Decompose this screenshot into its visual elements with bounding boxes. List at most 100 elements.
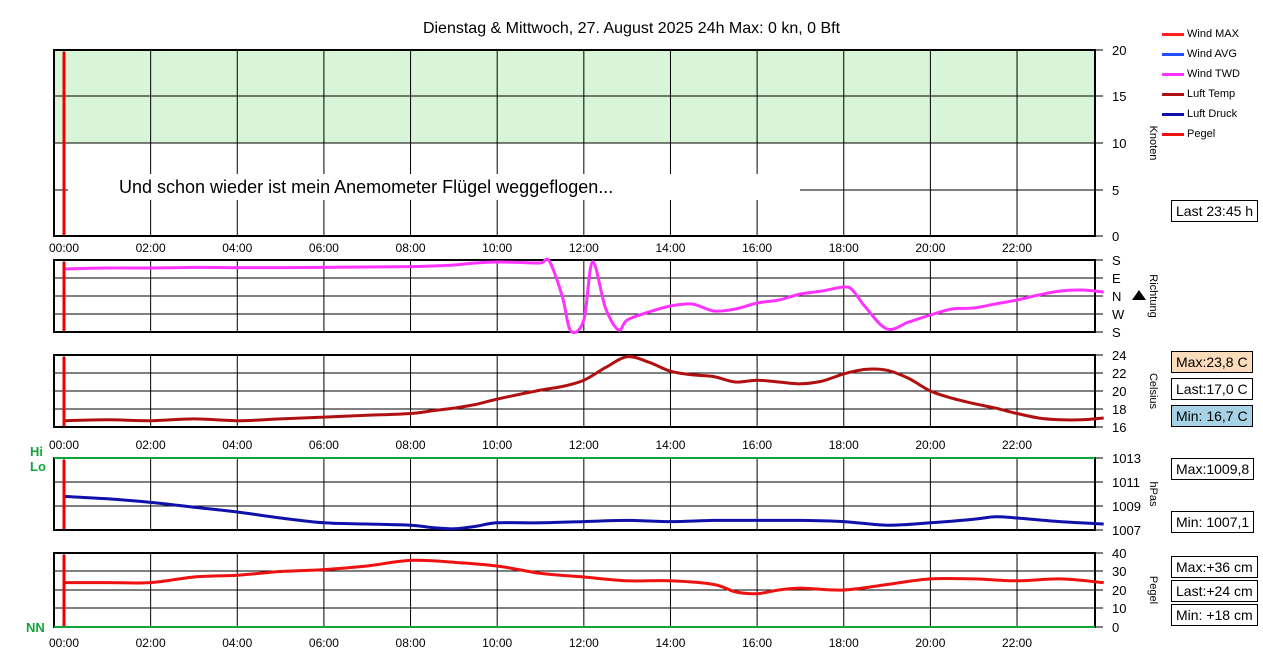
- x-tick-label: 20:00: [915, 636, 945, 650]
- legend-swatch: [1162, 92, 1184, 96]
- legend-swatch: [1162, 132, 1184, 136]
- legend-label: Pegel: [1187, 128, 1216, 140]
- pegel-min-box: Min: +18 cm: [1171, 604, 1258, 626]
- y-axis-label: Knoten: [1147, 126, 1159, 161]
- x-tick-label: 06:00: [309, 438, 339, 452]
- temp-last-box: Last:17,0 C: [1171, 378, 1253, 400]
- pressure-max-box: Max:1009,8: [1171, 458, 1255, 480]
- y-tick-label: E: [1112, 271, 1121, 286]
- y-tick-label: 1007: [1112, 523, 1141, 538]
- y-tick-label: S: [1112, 325, 1121, 340]
- y-axis-label: Richtung: [1147, 274, 1159, 317]
- legend-item: Luft Druck: [1162, 107, 1237, 121]
- x-tick-label: 02:00: [136, 438, 166, 452]
- x-tick-label: 00:00: [49, 241, 79, 255]
- legend-item: Wind MAX: [1162, 27, 1239, 41]
- pegel-last-box: Last:+24 cm: [1171, 580, 1258, 602]
- x-tick-label: 22:00: [1002, 438, 1032, 452]
- y-tick-label: 1009: [1112, 499, 1141, 514]
- series-line-direction: [63, 257, 1104, 335]
- y-axis-label: Pegel: [1147, 576, 1159, 604]
- y-tick-label: 0: [1112, 229, 1119, 244]
- legend-label: Luft Druck: [1187, 108, 1238, 120]
- legend-swatch: [1162, 72, 1184, 76]
- x-tick-label: 12:00: [569, 241, 599, 255]
- y-tick-label: 18: [1112, 402, 1126, 417]
- x-tick-label: 16:00: [742, 241, 772, 255]
- y-axis-label: Celsius: [1147, 373, 1159, 410]
- nn-label: NN: [26, 620, 45, 635]
- x-tick-label: 16:00: [742, 636, 772, 650]
- x-tick-label: 22:00: [1002, 241, 1032, 255]
- hi-label: Hi: [30, 444, 43, 459]
- y-tick-label: N: [1112, 289, 1121, 304]
- x-tick-label: 18:00: [829, 438, 859, 452]
- x-tick-label: 06:00: [309, 241, 339, 255]
- y-tick-label: 10: [1112, 136, 1126, 151]
- x-tick-label: 16:00: [742, 438, 772, 452]
- y-tick-label: 15: [1112, 89, 1126, 104]
- panel-frame: [53, 457, 1096, 531]
- x-tick-label: 12:00: [569, 438, 599, 452]
- x-tick-label: 10:00: [482, 636, 512, 650]
- y-tick-label: 1011: [1112, 475, 1140, 490]
- y-tick-label: 24: [1112, 348, 1126, 363]
- x-tick-label: 06:00: [309, 636, 339, 650]
- wind-last-box: Last 23:45 h: [1171, 200, 1259, 222]
- x-tick-label: 14:00: [655, 438, 685, 452]
- y-tick-label: 16: [1112, 420, 1126, 435]
- y-tick-label: 10: [1112, 601, 1126, 616]
- series-line-temperature: [63, 355, 1104, 423]
- series-line-pressure: [63, 494, 1104, 531]
- legend-swatch: [1162, 32, 1184, 36]
- x-tick-label: 04:00: [222, 438, 252, 452]
- pressure-min-box: Min: 1007,1: [1171, 511, 1255, 533]
- y-tick-label: 40: [1112, 546, 1126, 561]
- temp-min-box: Min: 16,7 C: [1171, 405, 1253, 427]
- legend-item: Pegel: [1162, 127, 1215, 141]
- y-tick-label: W: [1112, 307, 1125, 322]
- chart-title: Dienstag & Mittwoch, 27. August 2025 24h…: [422, 20, 841, 37]
- legend-swatch: [1162, 112, 1184, 116]
- x-tick-label: 20:00: [915, 438, 945, 452]
- y-tick-label: 20: [1112, 583, 1126, 598]
- legend-label: Luft Temp: [1187, 88, 1236, 100]
- x-tick-label: 14:00: [655, 636, 685, 650]
- x-tick-label: 10:00: [482, 438, 512, 452]
- legend-item: Luft Temp: [1162, 87, 1235, 101]
- y-tick-label: 1013: [1112, 451, 1141, 466]
- y-tick-label: 22: [1112, 366, 1126, 381]
- x-tick-label: 20:00: [915, 241, 945, 255]
- y-tick-label: 0: [1112, 620, 1119, 635]
- y-tick-label: 5: [1112, 183, 1119, 198]
- x-tick-label: 18:00: [829, 636, 859, 650]
- x-tick-label: 18:00: [829, 241, 859, 255]
- y-tick-label: 30: [1112, 564, 1126, 579]
- x-tick-label: 02:00: [136, 241, 166, 255]
- series-line-pegel: [64, 558, 1104, 596]
- x-tick-label: 08:00: [396, 636, 426, 650]
- legend-item: Wind AVG: [1162, 47, 1237, 61]
- x-tick-label: 08:00: [396, 438, 426, 452]
- lo-label: Lo: [30, 459, 46, 474]
- anemometer-note: Und schon wieder ist mein Anemometer Flü…: [68, 174, 800, 200]
- legend-label: Wind TWD: [1187, 68, 1240, 80]
- legend-label: Wind AVG: [1187, 48, 1237, 60]
- x-tick-label: 08:00: [396, 241, 426, 255]
- legend-swatch: [1162, 52, 1184, 56]
- temp-max-box: Max:23,8 C: [1171, 351, 1253, 373]
- x-tick-label: 02:00: [136, 636, 166, 650]
- x-tick-label: 00:00: [49, 438, 79, 452]
- y-tick-label: 20: [1112, 43, 1126, 58]
- x-tick-label: 22:00: [1002, 636, 1032, 650]
- x-tick-label: 10:00: [482, 241, 512, 255]
- pegel-max-box: Max:+36 cm: [1171, 556, 1258, 578]
- x-tick-label: 04:00: [222, 636, 252, 650]
- x-tick-label: 14:00: [655, 241, 685, 255]
- north-arrow-icon: [1132, 290, 1146, 300]
- y-tick-label: 20: [1112, 384, 1126, 399]
- x-tick-label: 12:00: [569, 636, 599, 650]
- legend-item: Wind TWD: [1162, 67, 1240, 81]
- legend-label: Wind MAX: [1187, 28, 1239, 40]
